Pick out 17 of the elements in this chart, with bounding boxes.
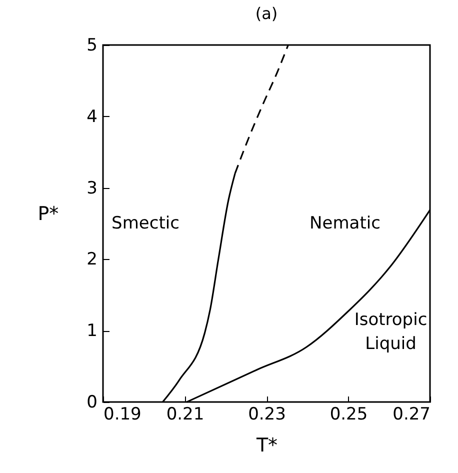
x-tick-label: 0.27	[392, 404, 430, 424]
annotation: Isotropic Liquid	[354, 310, 428, 354]
x-tick-label: 0.21	[166, 404, 204, 424]
annotation: Smectic	[112, 214, 180, 234]
x-tick-label: 0.25	[330, 404, 368, 424]
x-tick-label: 0.19	[104, 404, 142, 424]
x-axis-title: T*	[255, 434, 278, 456]
y-tick-label: 1	[86, 321, 98, 342]
y-tick-label: 5	[86, 36, 98, 56]
y-tick-label: 4	[86, 106, 98, 127]
annotation: Nematic	[310, 214, 380, 234]
y-tick-label: 3	[86, 178, 98, 198]
chart-title: (a)	[255, 4, 278, 23]
x-tick-label: 0.23	[248, 404, 286, 424]
y-axis-title: P*	[38, 203, 59, 225]
y-tick-label: 2	[86, 250, 98, 270]
y-tick-label: 0	[86, 392, 98, 412]
